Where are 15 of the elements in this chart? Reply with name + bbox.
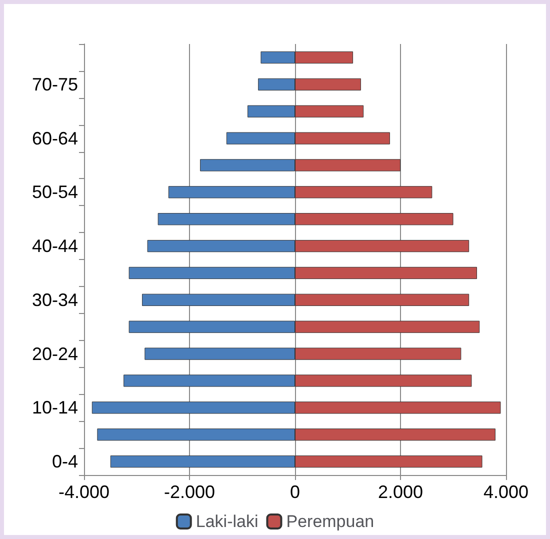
- y-tick-label: 10-14: [32, 398, 78, 418]
- y-tick-label: 20-24: [32, 344, 78, 364]
- y-tick-label: 40-44: [32, 236, 78, 256]
- x-tick-label: 4.000: [483, 482, 529, 502]
- y-tick-label: 50-54: [32, 182, 78, 202]
- x-tick-label: -4.000: [58, 482, 110, 502]
- x-tick-label: -2.000: [164, 482, 216, 502]
- x-tick-label: 0: [290, 482, 300, 502]
- legend-label: Perempuan: [286, 512, 374, 531]
- y-tick-label: 30-34: [32, 290, 78, 310]
- x-tick-label: 2.000: [378, 482, 424, 502]
- y-tick-label: 70-75: [32, 74, 78, 94]
- y-tick-label: 0-4: [52, 452, 78, 472]
- legend-label: Laki-laki: [196, 512, 258, 531]
- y-tick-label: 60-64: [32, 128, 78, 148]
